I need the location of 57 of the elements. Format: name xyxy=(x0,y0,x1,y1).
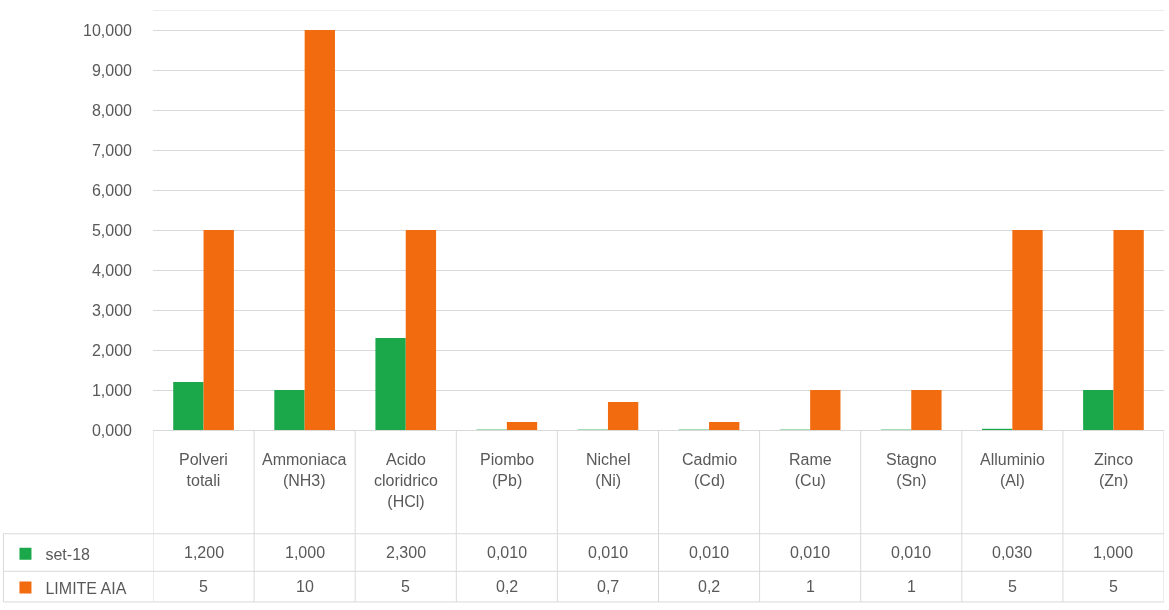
x-tick-label: Nichel (Ni) xyxy=(586,451,631,489)
data-label: 0,010 xyxy=(891,544,932,561)
data-label: 5 xyxy=(401,578,410,595)
y-tick-label: 10,000 xyxy=(83,21,133,39)
data-label: 0,2 xyxy=(496,578,519,595)
y-tick-label: 6,000 xyxy=(91,181,133,199)
y-tick-label: 4,000 xyxy=(91,261,133,279)
bar xyxy=(274,390,305,430)
bar xyxy=(607,402,639,430)
x-tick-label: Rame (Cu) xyxy=(789,451,832,489)
x-tick-label: Cadmio (Cd) xyxy=(682,451,738,489)
bar xyxy=(304,30,335,430)
data-label: 1 xyxy=(907,578,916,595)
y-tick-label: 3,000 xyxy=(91,301,133,319)
y-tick-label: 5,000 xyxy=(91,221,133,239)
data-label: 5 xyxy=(1008,578,1017,595)
data-label: 1,000 xyxy=(285,544,326,561)
data-label: 0,010 xyxy=(487,544,528,561)
data-label: 0,030 xyxy=(992,544,1033,561)
y-tick-label: 8,000 xyxy=(91,101,133,119)
bar xyxy=(1012,230,1043,430)
legend-label: LIMITE AIA xyxy=(45,579,127,597)
bar xyxy=(911,390,942,430)
bar xyxy=(709,422,740,430)
bar xyxy=(203,230,234,430)
bar xyxy=(405,230,437,430)
bar xyxy=(1083,390,1114,430)
data-label: 0,2 xyxy=(698,578,721,595)
bar xyxy=(1113,230,1144,430)
y-tick-label: 7,000 xyxy=(91,141,133,159)
x-tick-label: Acido cloridrico (HCl) xyxy=(374,451,439,510)
data-label: 0,010 xyxy=(689,544,730,561)
x-tick-label: Stagno (Sn) xyxy=(886,451,937,489)
bar xyxy=(375,338,406,430)
data-label: 0,010 xyxy=(588,544,629,561)
data-label: 1,000 xyxy=(1093,544,1134,561)
y-tick-label: 9,000 xyxy=(91,61,133,79)
bar xyxy=(810,390,841,430)
y-tick-label: 2,000 xyxy=(91,341,133,359)
x-tick-label: Piombo (Pb) xyxy=(480,451,535,489)
data-label: 1 xyxy=(806,578,815,595)
data-label: 10 xyxy=(296,578,314,595)
y-tick-label: 0,000 xyxy=(91,421,133,439)
bar xyxy=(506,422,538,430)
data-label: 2,300 xyxy=(386,544,427,561)
y-tick-label: 1,000 xyxy=(91,381,133,399)
x-tick-label: Alluminio (Al) xyxy=(980,451,1046,489)
x-tick-label: Zinco (Zn) xyxy=(1094,451,1134,489)
x-tick-label: Ammoniaca (NH3) xyxy=(262,451,347,489)
bar xyxy=(173,382,204,430)
data-label: 1,200 xyxy=(184,544,225,561)
data-label: 0,7 xyxy=(597,578,620,595)
x-tick-label: Polveri totali xyxy=(179,451,228,489)
legend-label: set-18 xyxy=(45,545,91,563)
data-label: 5 xyxy=(199,578,208,595)
data-label: 5 xyxy=(1109,578,1118,595)
data-label: 0,010 xyxy=(790,544,831,561)
